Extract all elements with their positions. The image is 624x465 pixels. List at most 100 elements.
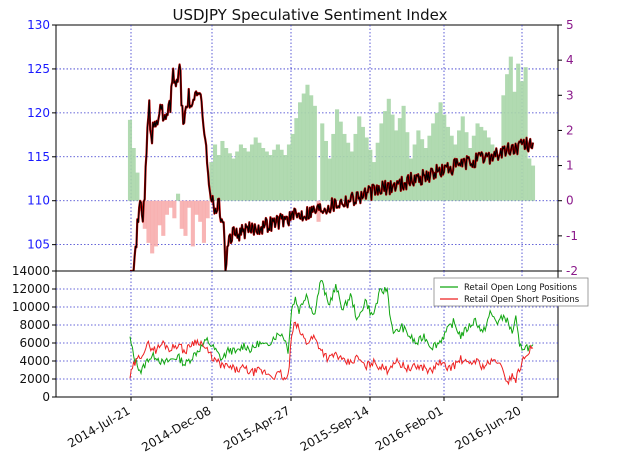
ssi-bar-positive xyxy=(530,165,536,201)
ssi-bar-negative xyxy=(153,200,158,247)
ssi-bar-negative xyxy=(142,200,147,229)
legend-box xyxy=(433,277,589,307)
chart-title: USDJPY Speculative Sentiment Index xyxy=(172,6,447,24)
ssi-bar-positive xyxy=(479,126,484,201)
ssi-bar-positive xyxy=(357,116,362,201)
ssi-bar-positive xyxy=(212,144,218,201)
ssi-bar-positive xyxy=(490,144,495,201)
ssi-bar-positive xyxy=(453,144,458,201)
date-axis-ticks: 2014-Jul-21 2014-Dec-08 2015-Apr-27 2015-Se… xyxy=(65,397,524,454)
ssi-bar-positive xyxy=(486,137,491,201)
ssi-bar-positive xyxy=(246,151,251,201)
ssi-bar-positive xyxy=(338,121,343,201)
date-tick-label: 2014-Dec-08 xyxy=(139,403,213,454)
date-tick-label: 2016-Jun-20 xyxy=(453,403,524,452)
right-tick-label: 5 xyxy=(566,18,574,32)
date-tick-label: 2016-Feb-01 xyxy=(373,403,446,453)
left-tick-label: 130 xyxy=(27,18,50,32)
left-tick-label: 105 xyxy=(27,238,50,252)
ssi-bar-positive xyxy=(364,137,369,201)
date-tick-label: 2014-Jul-21 xyxy=(65,403,132,450)
ssi-bar-positive xyxy=(475,123,480,201)
ssi-bar-positive xyxy=(412,144,417,201)
positions-tick-label: 0 xyxy=(42,390,50,404)
ssi-bar-positive xyxy=(335,109,340,201)
ssi-bar-positive xyxy=(320,123,325,201)
ssi-bar-positive xyxy=(264,151,269,201)
positions-tick-label: 12000 xyxy=(12,282,50,296)
right-tick-label: 4 xyxy=(566,53,574,67)
positions-tick-label: 6000 xyxy=(19,336,50,350)
ssi-bar-positive xyxy=(416,130,421,201)
ssi-bar-positive xyxy=(227,153,232,201)
ssi-bar-positive xyxy=(312,105,317,201)
positions-tick-label: 8000 xyxy=(19,318,50,332)
ssi-bar-negative xyxy=(187,200,192,208)
ssi-bar-negative xyxy=(164,200,170,215)
ssi-bar-positive xyxy=(527,158,532,201)
ssi-bar-positive xyxy=(379,123,384,201)
left-tick-label: 125 xyxy=(27,62,50,76)
ssi-bar-positive xyxy=(323,140,329,201)
ssi-bar-positive xyxy=(508,56,513,201)
ssi-bar-positive xyxy=(309,95,314,201)
left-tick-label: 120 xyxy=(27,106,50,120)
ssi-bar-positive xyxy=(438,102,443,201)
ssi-bar-positive xyxy=(342,133,347,201)
ssi-bar-positive xyxy=(261,148,266,201)
ssi-bar-positive xyxy=(283,155,288,201)
right-tick-label: -2 xyxy=(566,264,578,278)
right-tick-label: 0 xyxy=(566,194,574,208)
ssi-bar-positive xyxy=(401,105,406,201)
ssi-bar-positive xyxy=(390,114,395,201)
ssi-bar-positive xyxy=(353,133,358,201)
ssi-bar-positive xyxy=(375,142,380,201)
left-tick-label: 115 xyxy=(27,150,50,164)
ssi-bar-positive xyxy=(383,111,388,201)
ssi-bar-positive xyxy=(176,193,181,201)
ssi-bar-positive xyxy=(238,144,243,201)
ssi-bar-positive xyxy=(523,67,528,201)
ssi-bar-negative xyxy=(172,200,177,219)
ssi-bar-negative xyxy=(157,200,162,226)
ssi-bars xyxy=(127,56,536,254)
date-tick-label: 2015-Apr-27 xyxy=(221,403,292,452)
positions-tick-label: 4000 xyxy=(19,354,50,368)
ssi-bar-positive xyxy=(290,133,295,201)
ssi-bar-negative xyxy=(194,200,199,215)
ssi-bar-positive xyxy=(497,155,502,201)
ssi-bar-positive xyxy=(468,148,473,201)
ssi-bar-positive xyxy=(505,74,510,201)
ssi-bar-negative xyxy=(183,200,188,236)
ssi-bar-positive xyxy=(368,149,373,201)
ssi-bar-positive xyxy=(482,130,487,201)
ssi-bar-negative xyxy=(198,200,203,222)
ssi-bar-negative xyxy=(150,200,155,254)
ssi-bar-positive xyxy=(386,98,391,201)
ssi-bar-positive xyxy=(431,123,436,201)
ssi-bar-positive xyxy=(516,63,521,201)
ssi-bar-negative xyxy=(316,200,321,222)
positions-grid xyxy=(56,271,558,397)
date-tick-label: 2015-Sep-14 xyxy=(298,403,372,454)
ssi-bar-positive xyxy=(360,126,365,201)
ssi-bar-positive xyxy=(135,172,140,201)
ssi-bar-positive xyxy=(279,149,284,201)
ssi-bar-positive xyxy=(220,140,225,201)
short-positions-line xyxy=(129,321,534,386)
ssi-bar-positive xyxy=(327,158,332,201)
ssi-bar-positive xyxy=(275,144,280,201)
ssi-bar-positive xyxy=(216,155,221,201)
ssi-bar-positive xyxy=(253,137,258,201)
ssi-bar-positive xyxy=(127,119,133,201)
ssi-bar-positive xyxy=(397,118,402,201)
price-line xyxy=(130,64,534,272)
ssi-bar-positive xyxy=(301,93,306,201)
ssi-bar-positive xyxy=(286,144,292,201)
ssi-bar-negative xyxy=(161,200,166,236)
ssi-bar-positive xyxy=(434,112,439,201)
left-axis-ticks: 105 110 115 120 125 130 xyxy=(27,18,56,252)
ssi-bar-positive xyxy=(131,148,136,201)
